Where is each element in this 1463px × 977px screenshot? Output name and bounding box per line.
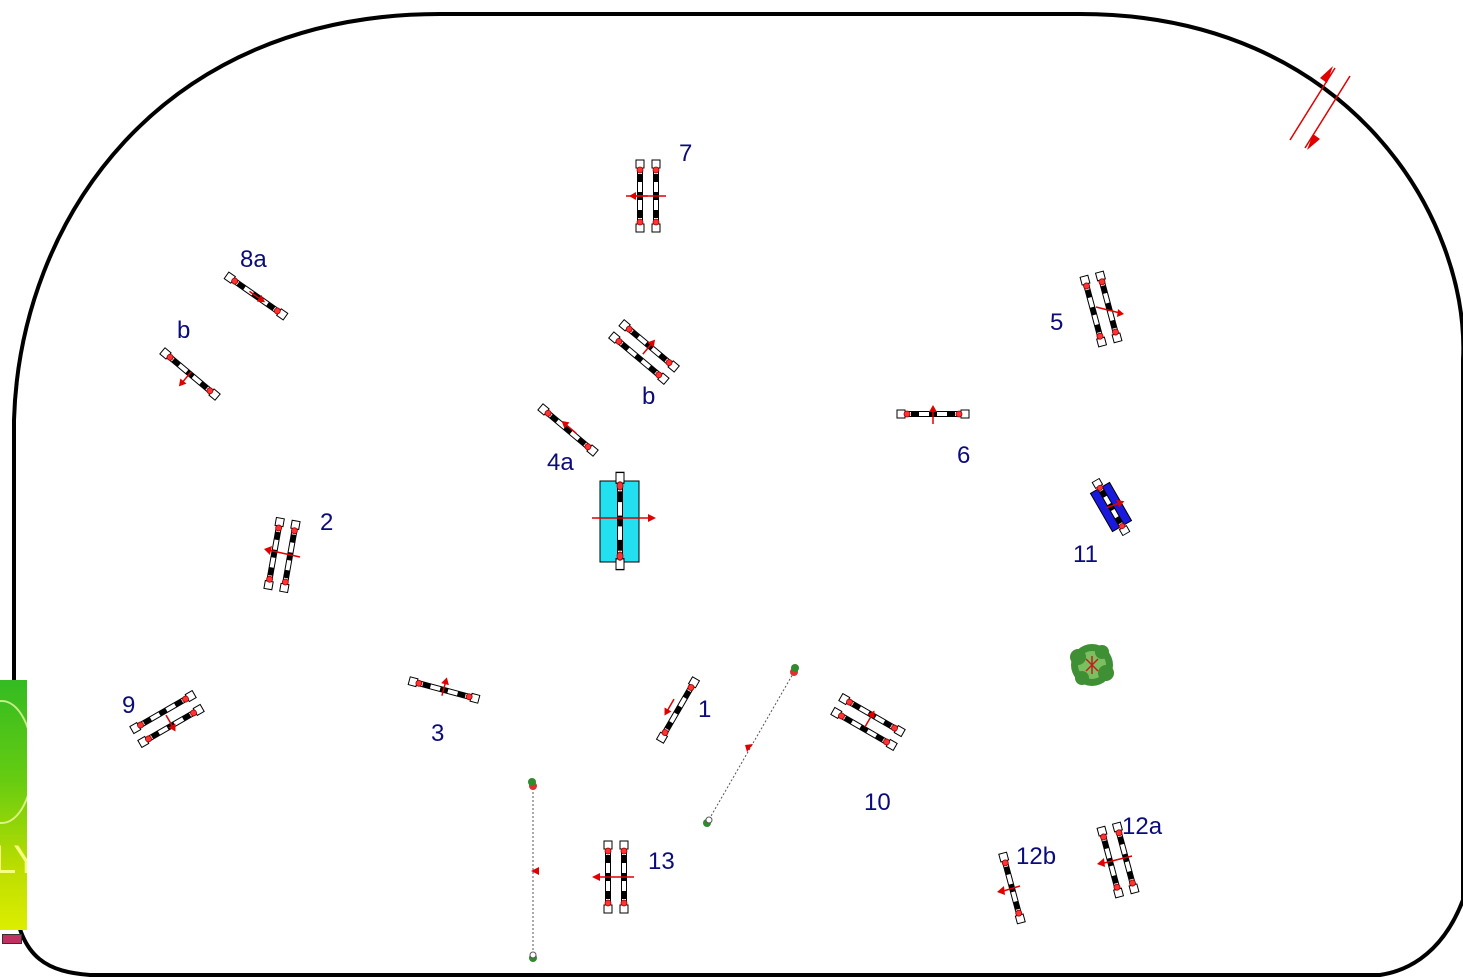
finish-line bbox=[528, 778, 539, 962]
label-12b: 12b bbox=[1016, 843, 1056, 870]
label-9: 9 bbox=[122, 692, 135, 719]
jump-9 bbox=[130, 691, 204, 748]
jump-2 bbox=[264, 517, 300, 592]
double-arrow-icon bbox=[1289, 66, 1351, 150]
label-11: 11 bbox=[1073, 541, 1098, 568]
label-8b: b bbox=[177, 317, 190, 344]
label-7: 7 bbox=[679, 140, 692, 167]
label-10: 10 bbox=[864, 789, 891, 816]
tree-icon bbox=[1070, 644, 1114, 686]
label-2: 2 bbox=[320, 509, 333, 536]
side-logo: LY bbox=[0, 680, 27, 930]
jump-11 bbox=[1089, 478, 1133, 536]
label-4b: b bbox=[642, 383, 655, 410]
label-8a: 8a bbox=[240, 246, 267, 273]
table-obstacle bbox=[592, 471, 656, 571]
jump-1 bbox=[656, 676, 700, 744]
side-badge bbox=[2, 934, 22, 944]
start-line bbox=[703, 664, 799, 827]
label-6: 6 bbox=[957, 442, 970, 469]
arena-outline bbox=[12, 12, 1463, 977]
label-12a: 12a bbox=[1122, 813, 1163, 840]
logo-arc bbox=[0, 700, 27, 824]
label-4a: 4a bbox=[547, 449, 574, 476]
label-3: 3 bbox=[431, 720, 444, 747]
label-1: 1 bbox=[698, 696, 711, 723]
logo-text: LY bbox=[0, 838, 27, 882]
label-13: 13 bbox=[648, 848, 675, 875]
label-5: 5 bbox=[1050, 309, 1063, 336]
